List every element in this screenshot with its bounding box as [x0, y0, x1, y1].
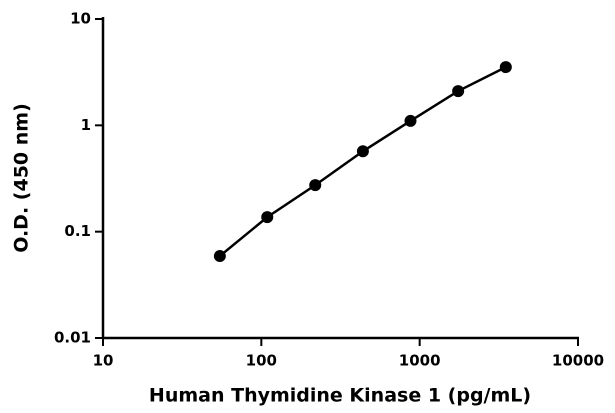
data-point: [309, 179, 322, 192]
x-tick-label: 1000: [399, 352, 441, 370]
y-tick-label: 0.1: [64, 222, 91, 240]
data-point: [356, 145, 369, 158]
data-point: [499, 61, 512, 74]
y-tick-label: 0.01: [54, 329, 91, 347]
data-point: [213, 250, 226, 263]
x-tick-label: 10: [93, 352, 114, 370]
x-tick-label: 10000: [552, 352, 604, 370]
y-tick-label: 1: [81, 116, 91, 134]
data-point: [404, 114, 417, 127]
data-point: [452, 85, 465, 98]
series-line: [219, 65, 507, 257]
y-axis-title: O.D. (450 nm): [11, 103, 33, 253]
data-point: [261, 211, 274, 224]
y-tick-label: 10: [70, 10, 91, 28]
x-axis-title: Human Thymidine Kinase 1 (pg/mL): [149, 385, 531, 407]
x-tick-label: 100: [246, 352, 277, 370]
